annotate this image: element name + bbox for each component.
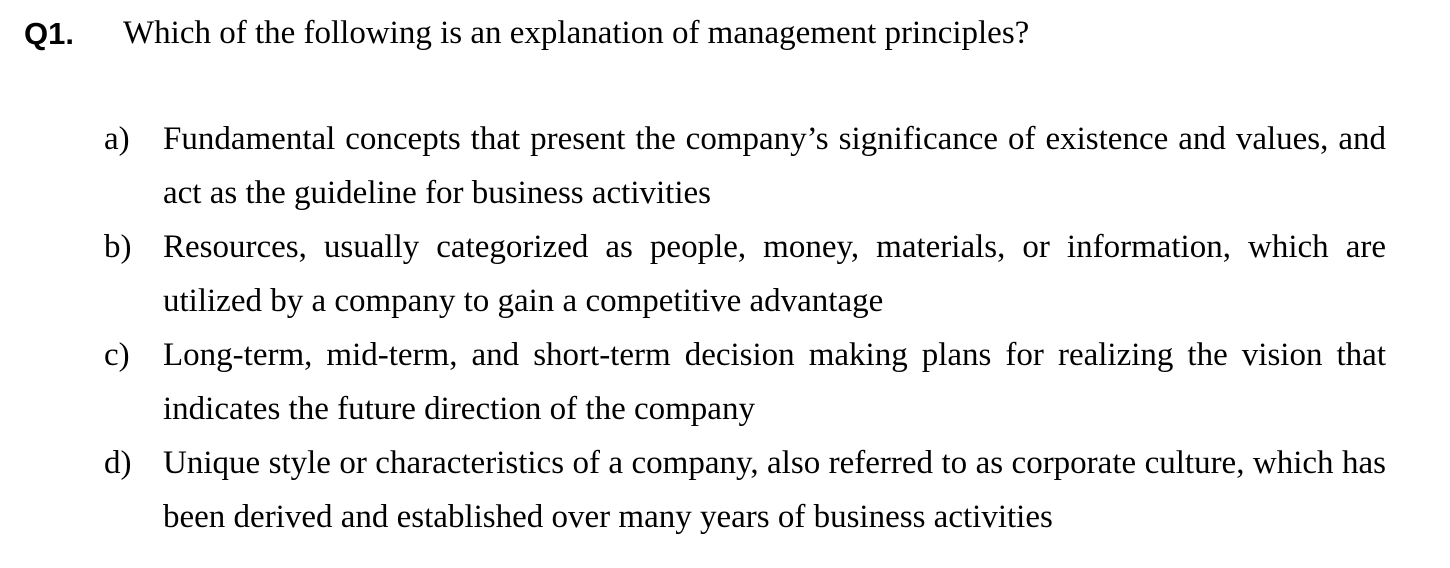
option-b-text: Resources, usually categorized as people… [163,229,1386,319]
option-d[interactable]: d) Unique style or characteristics of a … [104,436,1386,544]
option-b[interactable]: b) Resources, usually categorized as peo… [104,220,1386,328]
option-d-letter: d) [104,445,132,481]
option-c-letter: c) [104,337,130,373]
option-a[interactable]: a) Fundamental concepts that present the… [104,112,1386,220]
option-d-text: Unique style or characteristics of a com… [163,445,1386,535]
option-a-letter: a) [104,121,130,157]
question-text: Which of the following is an explanation… [123,15,1030,51]
question-number: Q1. [24,16,74,51]
question-header: Q1. Which of the following is an explana… [24,10,1404,58]
option-c-text: Long-term, mid-term, and short-term deci… [163,337,1386,427]
option-b-letter: b) [104,229,132,265]
option-c[interactable]: c) Long-term, mid-term, and short-term d… [104,328,1386,436]
option-a-text: Fundamental concepts that present the co… [163,121,1386,211]
